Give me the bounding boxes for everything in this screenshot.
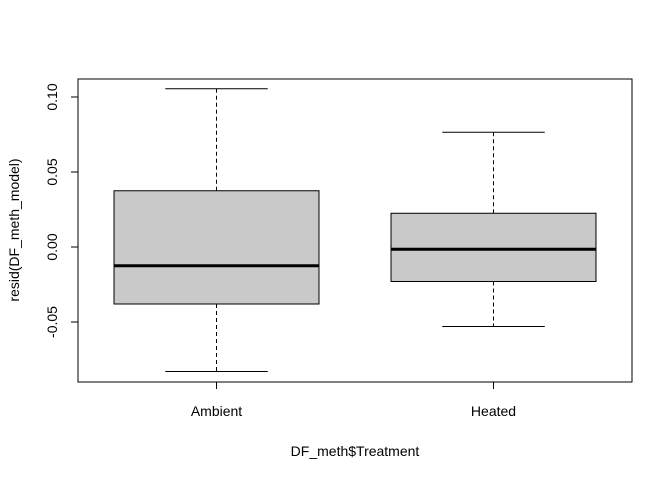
y-tick-label: 0.00 — [44, 233, 60, 260]
x-tick-label: Ambient — [191, 403, 242, 419]
iqr-box — [390, 212, 597, 282]
y-tick-label: -0.05 — [44, 306, 60, 338]
box-heated — [390, 131, 597, 327]
box-ambient — [113, 88, 320, 372]
boxes — [113, 88, 597, 372]
iqr-box — [113, 190, 320, 305]
y-tick-label: 0.10 — [44, 83, 60, 110]
x-axis: Ambient Heated — [191, 382, 516, 419]
y-axis-title: resid(DF_meth_model) — [6, 158, 22, 301]
x-tick-label: Heated — [471, 403, 516, 419]
plot-frame — [77, 78, 633, 383]
x-axis-title: DF_meth$Treatment — [291, 443, 420, 459]
y-axis: -0.05 0.00 0.05 0.10 — [44, 83, 78, 338]
y-tick-label: 0.05 — [44, 158, 60, 185]
